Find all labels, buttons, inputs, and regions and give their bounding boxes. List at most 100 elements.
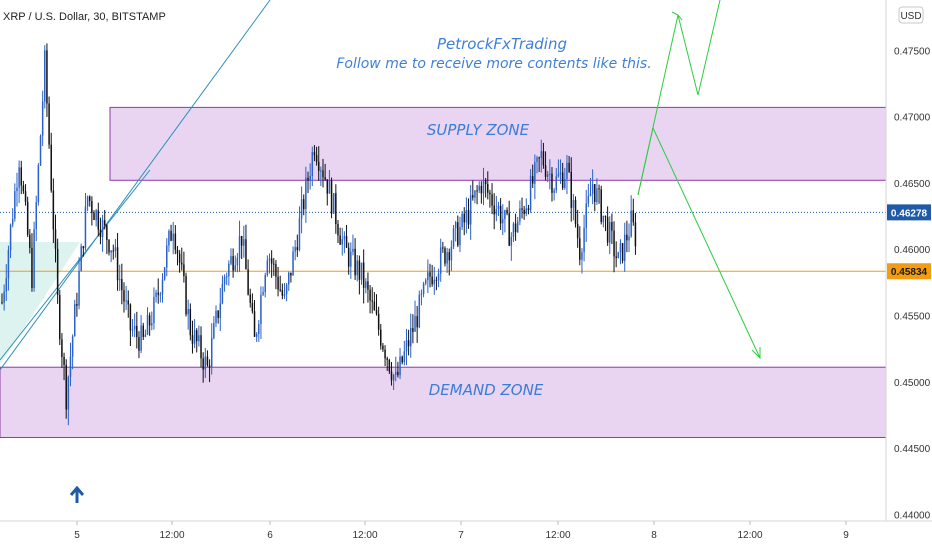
candle-body: [95, 210, 97, 221]
candle-body: [31, 247, 33, 289]
candle-body: [76, 303, 78, 306]
candle-body: [187, 308, 189, 315]
candle-body: [397, 371, 399, 376]
candle-body: [469, 195, 472, 225]
candle-body: [302, 199, 305, 210]
candle-body: [502, 219, 504, 224]
candle-body: [322, 170, 324, 178]
candle-body: [311, 152, 314, 176]
candle-body: [463, 213, 465, 223]
candle-body: [210, 337, 213, 368]
candle-body: [285, 284, 288, 295]
candle-body: [619, 243, 622, 253]
candle-body: [230, 256, 232, 264]
candle-body: [288, 272, 290, 285]
candle-body: [33, 229, 35, 289]
arrow-up-icon: [69, 485, 85, 503]
candle-body: [617, 252, 620, 258]
candle-body: [521, 208, 523, 210]
y-tick-label: 0.47000: [894, 113, 931, 124]
x-tick-label: 12:00: [159, 530, 184, 541]
candle-body: [82, 246, 85, 249]
candle-body: [553, 190, 555, 193]
candle-body: [409, 328, 412, 347]
candle-body: [268, 258, 271, 261]
candle-body: [18, 167, 20, 188]
bullish-projection-path: [637, 0, 721, 196]
demand-zone-rect: [0, 366, 887, 438]
candle-body: [587, 196, 590, 204]
candle-body: [61, 339, 63, 357]
candle-body: [328, 180, 331, 194]
candle-body: [56, 248, 59, 296]
candle-body: [399, 356, 401, 376]
candle-body: [44, 50, 46, 102]
candle-body: [116, 247, 119, 281]
candle-body: [245, 239, 247, 270]
price-badge-0: [887, 204, 931, 221]
candle-body: [307, 177, 309, 181]
candle-body: [621, 243, 624, 261]
candle-body: [433, 279, 436, 285]
candle-body: [497, 205, 500, 209]
candle-body: [555, 176, 558, 191]
candle-body: [369, 289, 371, 301]
candle-body: [606, 216, 609, 243]
candle-body: [14, 191, 16, 219]
candle-body: [253, 311, 256, 337]
x-tick-label: 12:00: [737, 530, 762, 541]
annotation-subtitle: Follow me to receive more contents like …: [336, 56, 651, 72]
candle-body: [352, 248, 354, 252]
candle-body: [330, 180, 333, 214]
candle-body: [613, 230, 615, 257]
candle-body: [448, 252, 451, 261]
candle-body: [24, 191, 27, 202]
candle-body: [435, 279, 438, 281]
supply-zone-rect: [109, 106, 887, 181]
candles-layer: [1, 43, 637, 426]
candle-body: [437, 273, 440, 281]
candle-body: [531, 176, 534, 184]
candle-body: [11, 218, 14, 225]
price-badge-label-1: 0.45834: [891, 267, 928, 278]
candle-body: [275, 264, 277, 277]
candle-body: [538, 157, 540, 159]
candle-body: [504, 210, 506, 220]
candle-body: [568, 162, 570, 172]
candle-body: [93, 212, 95, 221]
candle-body: [604, 215, 607, 217]
candle-body: [108, 240, 110, 253]
candle-body: [99, 229, 102, 238]
candle-body: [581, 252, 583, 260]
y-tick-label: 0.46000: [894, 245, 931, 256]
candle-body: [598, 188, 600, 190]
candle-body: [166, 245, 168, 268]
candle-body: [320, 170, 322, 172]
y-tick-label: 0.46500: [894, 179, 931, 190]
candle-body: [546, 174, 549, 177]
candle-body: [566, 162, 568, 179]
candle-body: [125, 300, 127, 302]
candle-body: [332, 193, 335, 214]
candle-body: [534, 162, 536, 184]
candle-body: [215, 310, 217, 324]
currency-badge[interactable]: [898, 6, 924, 24]
candle-body: [249, 294, 251, 303]
candle-body: [429, 272, 431, 277]
candle-body: [97, 210, 100, 230]
candle-body: [198, 335, 200, 342]
candle-body: [542, 151, 545, 166]
candle-body: [527, 208, 530, 211]
candle-body: [206, 356, 209, 366]
bullish-projection-arrowhead: [671, 11, 683, 21]
x-tick-label: 9: [843, 530, 849, 541]
candle-body: [609, 222, 611, 243]
candle-body: [123, 290, 125, 302]
candle-body: [225, 276, 228, 278]
candle-body: [484, 180, 487, 184]
candle-body: [9, 224, 12, 251]
candle-body: [564, 178, 566, 188]
candle-body: [264, 275, 266, 293]
candle-body: [163, 267, 166, 280]
